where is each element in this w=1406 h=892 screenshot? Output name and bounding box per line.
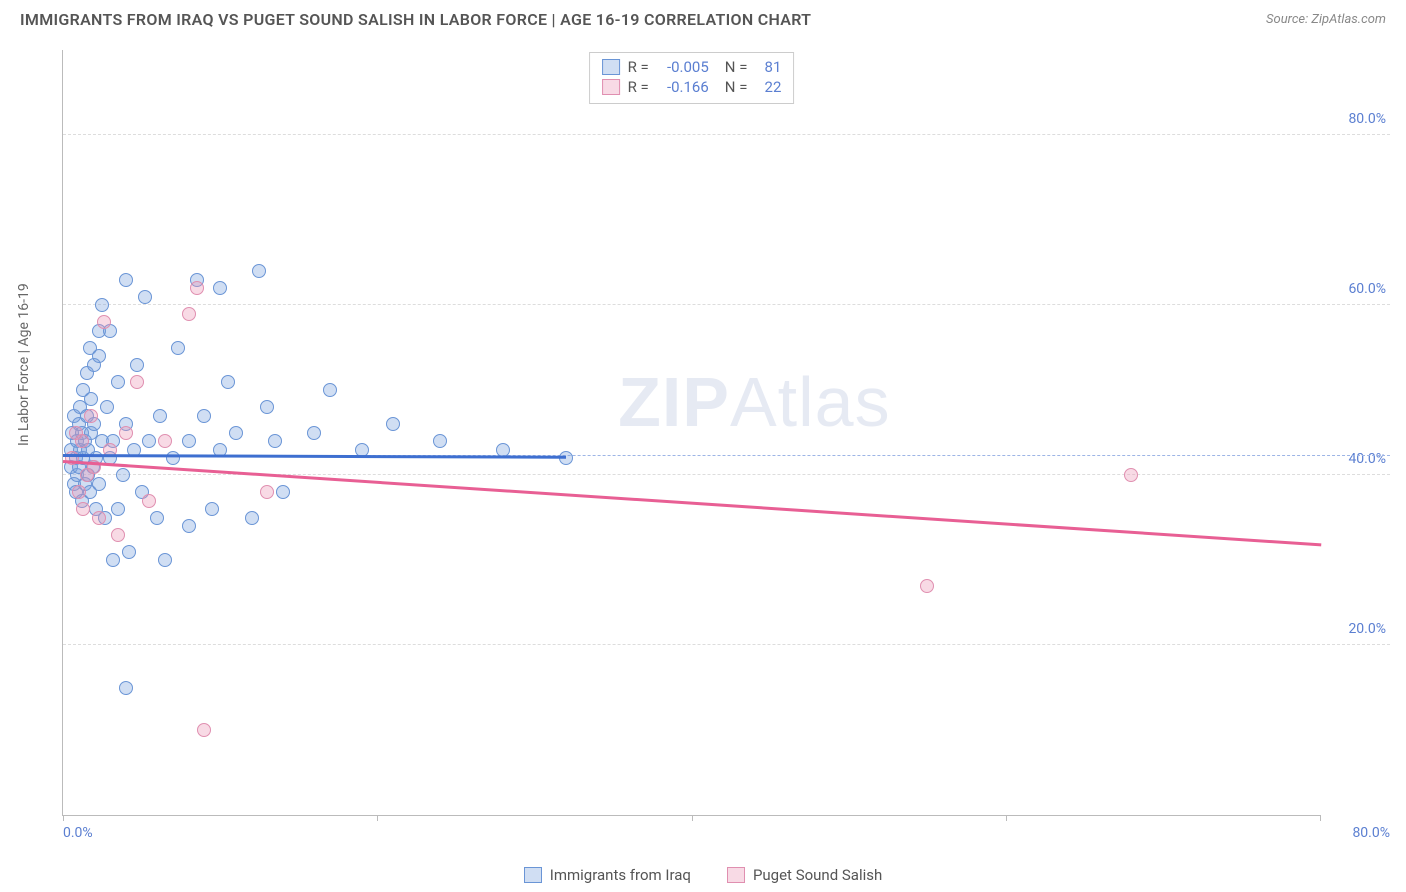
legend-n-label: N = [725,58,748,76]
legend-r-value: -0.005 [655,58,709,76]
data-point-salish [190,281,204,295]
data-point-iraq [307,426,321,440]
data-point-salish [130,375,144,389]
source-label: Source: ZipAtlas.com [1266,12,1386,27]
x-tick [1320,815,1321,821]
data-point-salish [72,485,86,499]
plot-area: ZIPAtlas R =-0.005N =81R =-0.166N =22 20… [62,50,1320,816]
data-point-salish [197,723,211,737]
data-point-iraq [92,477,106,491]
data-point-iraq [138,290,152,304]
data-point-salish [119,426,133,440]
x-tick-label: 80.0% [1352,825,1390,841]
data-point-iraq [142,434,156,448]
data-point-salish [76,502,90,516]
data-point-salish [84,409,98,423]
data-point-salish [75,434,89,448]
data-point-iraq [122,545,136,559]
data-point-iraq [260,400,274,414]
legend-swatch [524,867,542,883]
data-point-salish [1124,468,1138,482]
data-point-iraq [95,298,109,312]
data-point-iraq [150,511,164,525]
grid-line [63,134,1390,135]
trend-line-iraq [63,454,566,458]
legend-swatch [727,867,745,883]
y-tick-label: 60.0% [1348,281,1386,297]
chart-title: IMMIGRANTS FROM IRAQ VS PUGET SOUND SALI… [20,10,811,29]
data-point-iraq [182,519,196,533]
legend-label: Immigrants from Iraq [550,866,691,884]
grid-line [63,644,1390,645]
data-point-iraq [111,502,125,516]
legend-n-value: 81 [753,58,781,76]
legend-series: Immigrants from Iraq Puget Sound Salish [0,866,1406,884]
data-point-iraq [158,553,172,567]
y-tick-label: 80.0% [1348,111,1386,127]
legend-n-value: 22 [753,78,781,96]
grid-line [63,304,1390,305]
data-point-iraq [205,502,219,516]
data-point-iraq [116,468,130,482]
data-point-salish [182,307,196,321]
data-point-iraq [213,281,227,295]
x-tick [63,815,64,821]
data-point-salish [111,528,125,542]
data-point-iraq [323,383,337,397]
y-tick-label: 40.0% [1348,451,1386,467]
data-point-iraq [182,434,196,448]
legend-r-label: R = [628,58,649,76]
data-point-iraq [229,426,243,440]
data-point-iraq [92,349,106,363]
legend-item: Immigrants from Iraq [524,866,691,884]
data-point-iraq [221,375,235,389]
legend-row: R = -0.005 N = 81 [602,57,782,77]
data-point-iraq [496,443,510,457]
data-point-iraq [197,409,211,423]
data-point-iraq [268,434,282,448]
watermark-bold: ZIP [618,363,730,441]
data-point-iraq [245,511,259,525]
data-point-iraq [171,341,185,355]
data-point-iraq [433,434,447,448]
y-tick-label: 20.0% [1348,621,1386,637]
legend-swatch [602,79,620,95]
watermark: ZIPAtlas [618,362,891,442]
data-point-iraq [153,409,167,423]
x-tick [1006,815,1007,821]
data-point-salish [92,511,106,525]
data-point-iraq [119,681,133,695]
data-point-iraq [100,400,114,414]
data-point-iraq [106,553,120,567]
data-point-salish [142,494,156,508]
chart-container: In Labor Force | Age 16-19 ZIPAtlas R =-… [28,42,1392,850]
legend-r-label: R = [628,78,649,96]
legend-r-value: -0.166 [655,78,709,96]
x-tick-label: 0.0% [63,825,93,841]
x-tick [377,815,378,821]
legend-correlation: R = -0.005 N = 81 R = -0.166 N = 22 [589,52,795,104]
data-point-salish [158,434,172,448]
data-point-iraq [166,451,180,465]
legend-item: Puget Sound Salish [727,866,882,884]
y-axis-label: In Labor Force | Age 16-19 [16,283,32,446]
data-point-iraq [276,485,290,499]
legend-label: Puget Sound Salish [753,866,882,884]
data-point-salish [97,315,111,329]
data-point-salish [920,579,934,593]
data-point-iraq [119,273,133,287]
data-point-iraq [386,417,400,431]
legend-swatch [602,59,620,75]
data-point-salish [260,485,274,499]
data-point-iraq [130,358,144,372]
data-point-iraq [111,375,125,389]
data-point-iraq [252,264,266,278]
x-tick [692,815,693,821]
legend-n-label: N = [725,78,748,96]
watermark-light: Atlas [730,363,891,441]
data-point-iraq [84,392,98,406]
header-bar: IMMIGRANTS FROM IRAQ VS PUGET SOUND SALI… [0,0,1406,35]
legend-row: R = -0.166 N = 22 [602,77,782,97]
